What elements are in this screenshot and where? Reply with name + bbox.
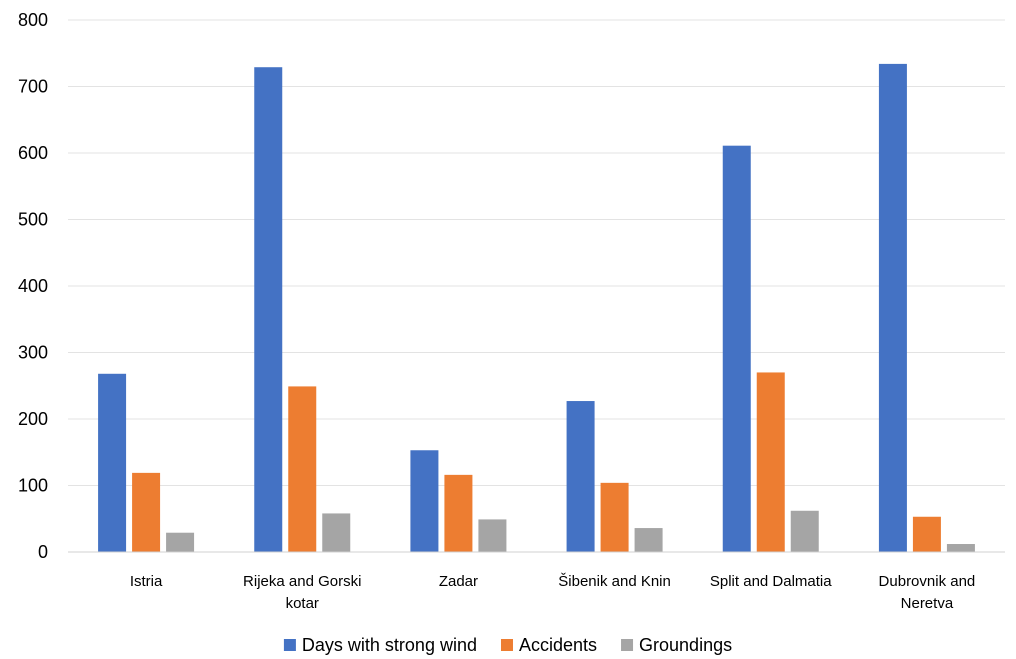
bar [912,516,941,552]
y-tick-label: 700 [18,77,48,97]
bar [946,544,975,552]
x-category-label: Rijeka and Gorski kotar [243,573,361,612]
bar [254,67,283,552]
bar [410,450,439,552]
bar [634,528,663,552]
legend-label: Accidents [519,635,597,655]
bars [98,63,975,552]
gridlines [68,19,1005,486]
series-bars [166,510,975,552]
bar [566,401,595,552]
bar [98,373,127,552]
bar [132,472,161,552]
y-tick-label: 500 [18,210,48,230]
bar [444,474,473,552]
bar [790,510,819,552]
bar [600,482,629,552]
series-bars [98,63,907,552]
x-category-label: Split and Dalmatia [710,573,832,590]
bar [756,372,785,552]
legend-label: Groundings [639,635,732,655]
x-category-label: Šibenik and Knin [558,573,671,590]
y-tick-label: 0 [38,542,48,562]
legend-swatch [621,639,634,651]
x-category-label: Zadar [439,573,478,590]
legend-label: Days with strong wind [302,635,477,655]
y-tick-label: 600 [18,143,48,163]
y-tick-label: 200 [18,409,48,429]
series-bars [132,372,941,552]
bar [722,145,751,552]
bar [878,63,907,552]
legend-swatch [283,639,296,651]
bar [166,532,195,552]
legend: Days with strong wind Accidents Groundings [283,635,732,655]
y-tick-label: 800 [18,10,48,30]
x-category-label: Dubrovnik and Neretva [879,573,976,612]
bar [288,386,317,552]
x-category-label: Istria [130,573,163,590]
legend-swatch [500,639,513,651]
bar [322,513,351,552]
bar [478,519,507,552]
x-axis-category-labels: Istria Rijeka and Gorski kotar Zadar Šibenik… [130,573,975,612]
y-tick-label: 100 [18,476,48,496]
y-tick-label: 300 [18,343,48,363]
y-axis-ticks: 0 100 200 300 400 500 600 700 800 [18,10,48,562]
y-tick-label: 400 [18,276,48,296]
